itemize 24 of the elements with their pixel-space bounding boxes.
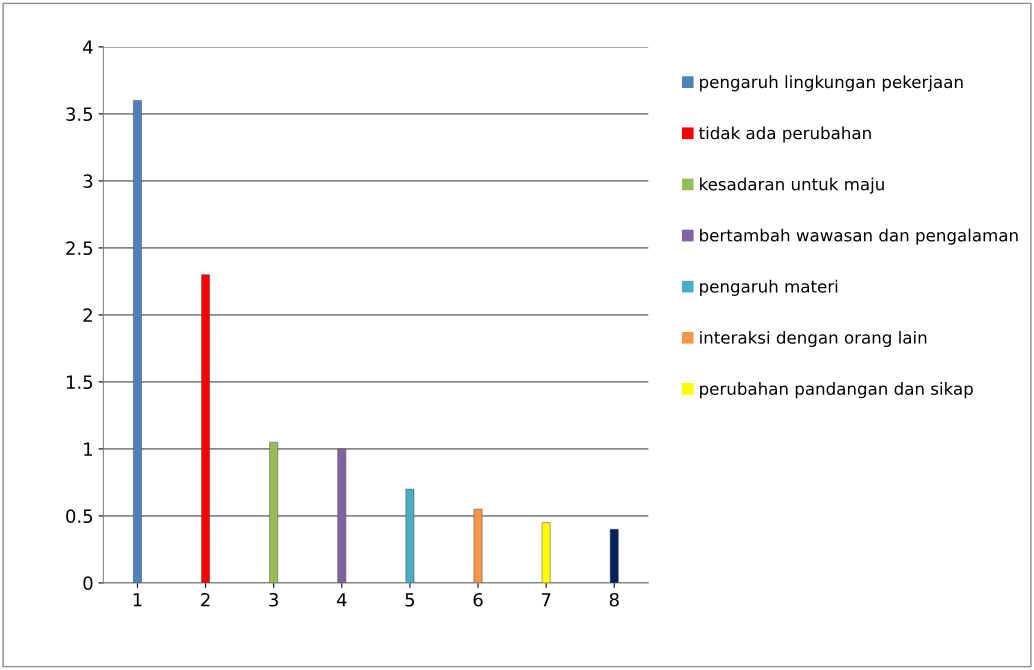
legend-label: tidak ada perubahan [699,126,871,143]
x-tick-label: 3 [269,592,278,607]
x-tick-label: 8 [609,592,619,607]
legend-label: perubahan pandangan dan sikap [700,382,973,399]
legend-label: pengaruh lingkungan pekerjaan [700,75,963,92]
y-tick-label: 3 [83,174,93,189]
legend-label: interaksi dengan orang lain [700,330,927,348]
x-tick-label: 1 [133,593,142,607]
y-tick-label: 0 [83,576,93,591]
x-tick-label: 6 [473,592,483,607]
y-tick-label: 4 [83,40,93,54]
y-tick-label: 2.5 [66,241,93,256]
y-tick-label: 0.5 [66,509,93,524]
legend-label: pengaruh materi [700,279,838,296]
y-tick-label: 1.5 [66,375,93,390]
y-tick-label: 3.5 [66,107,93,122]
y-tick-label: 1 [84,442,93,456]
x-tick-label: 5 [405,593,415,607]
legend-label: bertambah wawasan dan pengalaman [700,228,1018,245]
legend-label: kesadaran untuk maju [700,177,884,194]
x-tick-label: 4 [336,593,347,607]
y-tick-label: 2 [83,308,92,322]
x-tick-label: 7 [541,593,551,607]
x-tick-label: 2 [201,592,210,607]
